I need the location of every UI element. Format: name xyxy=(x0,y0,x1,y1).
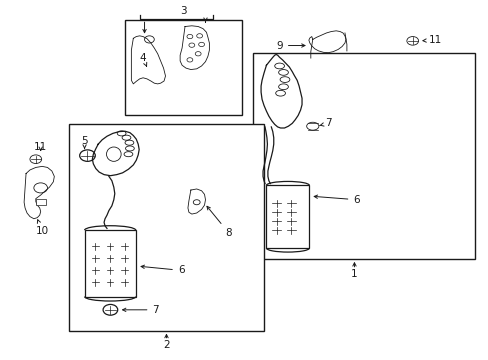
Text: 6: 6 xyxy=(141,265,184,275)
Text: 10: 10 xyxy=(36,220,49,236)
Text: 11: 11 xyxy=(422,35,441,45)
Text: 9: 9 xyxy=(276,41,305,50)
Text: 1: 1 xyxy=(350,269,357,279)
Text: 6: 6 xyxy=(313,195,359,205)
Bar xyxy=(84,230,136,297)
Bar xyxy=(36,199,45,205)
Text: 7: 7 xyxy=(319,118,331,128)
Text: 3: 3 xyxy=(180,6,186,16)
Text: 11: 11 xyxy=(34,142,47,152)
Bar xyxy=(266,185,309,248)
Text: 2: 2 xyxy=(163,340,169,350)
Bar xyxy=(125,21,242,116)
Text: 4: 4 xyxy=(140,53,146,66)
Text: 7: 7 xyxy=(122,305,159,315)
Bar xyxy=(69,125,264,330)
Text: 5: 5 xyxy=(81,136,88,148)
Bar xyxy=(253,53,474,259)
Text: 8: 8 xyxy=(206,206,232,238)
